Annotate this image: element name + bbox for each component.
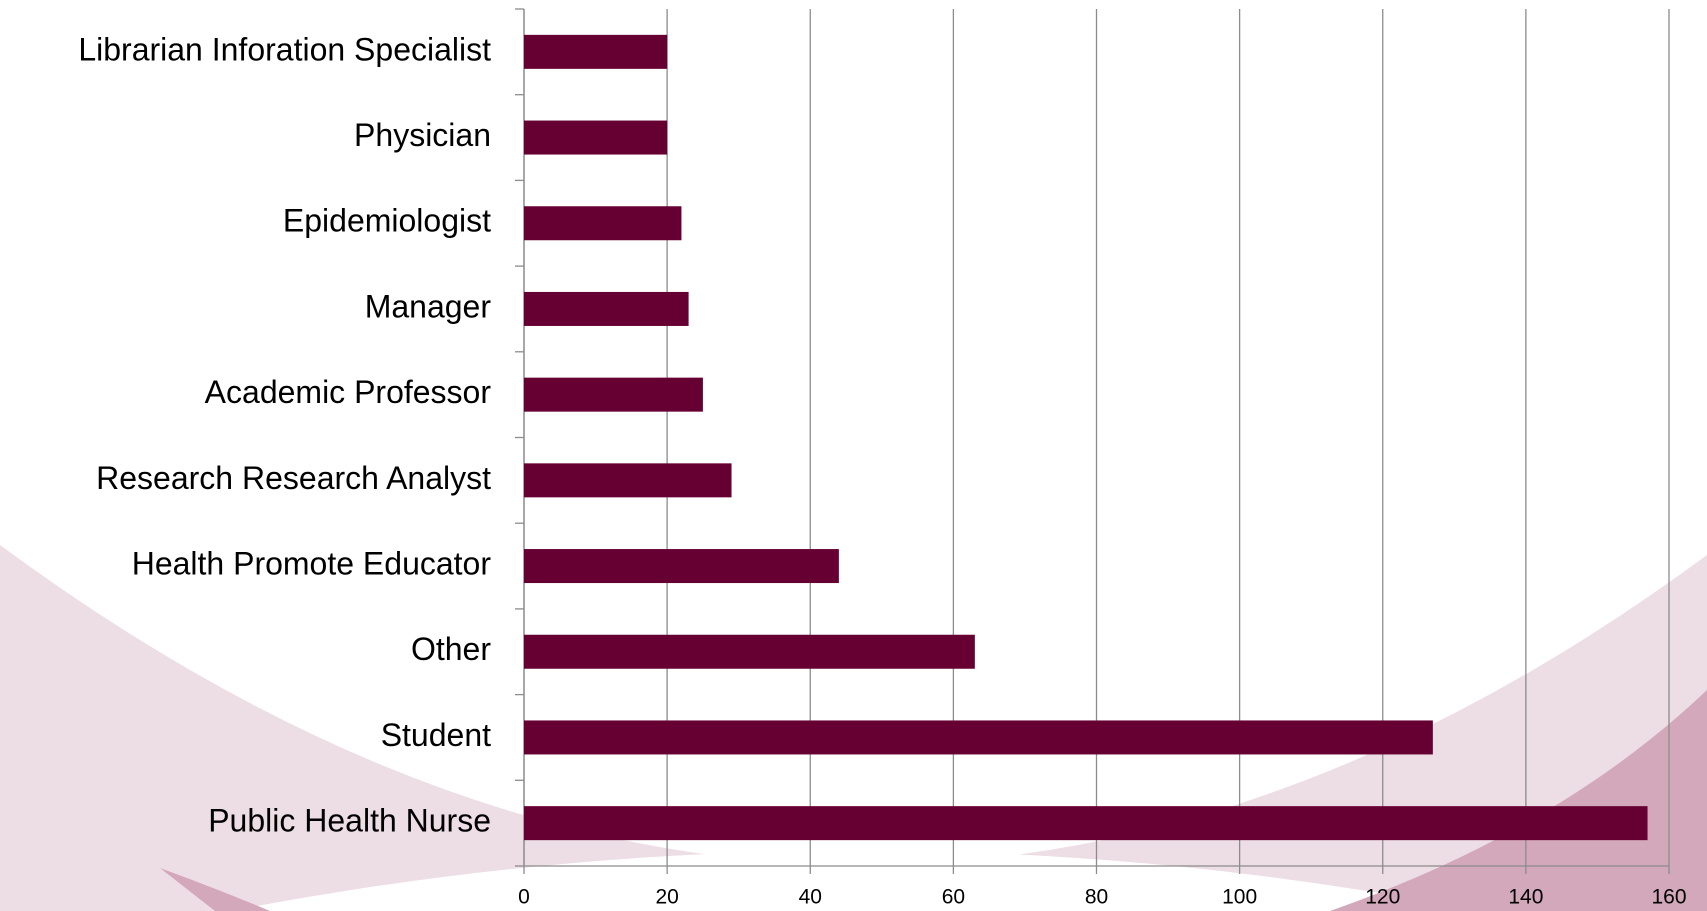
y-tick-label: Physician xyxy=(354,117,491,153)
bar xyxy=(524,292,689,326)
bar xyxy=(524,806,1648,840)
y-tick-label: Epidemiologist xyxy=(283,203,491,239)
y-tick-label: Other xyxy=(411,631,491,667)
x-tick-label: 40 xyxy=(799,886,822,909)
y-tick-label: Manager xyxy=(365,288,492,324)
x-tick-label: 0 xyxy=(518,886,530,909)
x-tick-label: 120 xyxy=(1365,886,1400,909)
y-tick-label: Public Health Nurse xyxy=(208,803,491,839)
x-tick-label: 100 xyxy=(1222,886,1257,909)
bar xyxy=(524,35,667,69)
bar xyxy=(524,549,839,583)
x-tick-label: 60 xyxy=(942,886,965,909)
bar xyxy=(524,720,1433,754)
x-tick-label: 80 xyxy=(1085,886,1108,909)
bar xyxy=(524,378,703,412)
y-tick-label: Academic Professor xyxy=(205,374,492,410)
y-tick-label: Health Promote Educator xyxy=(132,546,492,582)
x-tick-label: 160 xyxy=(1651,886,1686,909)
bar xyxy=(524,635,975,669)
chart: 0 20 40 60 80 100 120 140 160 Librarian Inforatio… xyxy=(0,0,1707,911)
bar xyxy=(524,121,667,155)
y-tick-label: Research Research Analyst xyxy=(96,460,491,496)
x-tick-label: 140 xyxy=(1508,886,1543,909)
y-tick-label: Librarian Inforation Specialist xyxy=(78,31,491,67)
bar xyxy=(524,206,681,240)
y-tick-label: Student xyxy=(381,717,491,753)
x-tick-label: 20 xyxy=(655,886,678,909)
bar xyxy=(524,463,732,497)
